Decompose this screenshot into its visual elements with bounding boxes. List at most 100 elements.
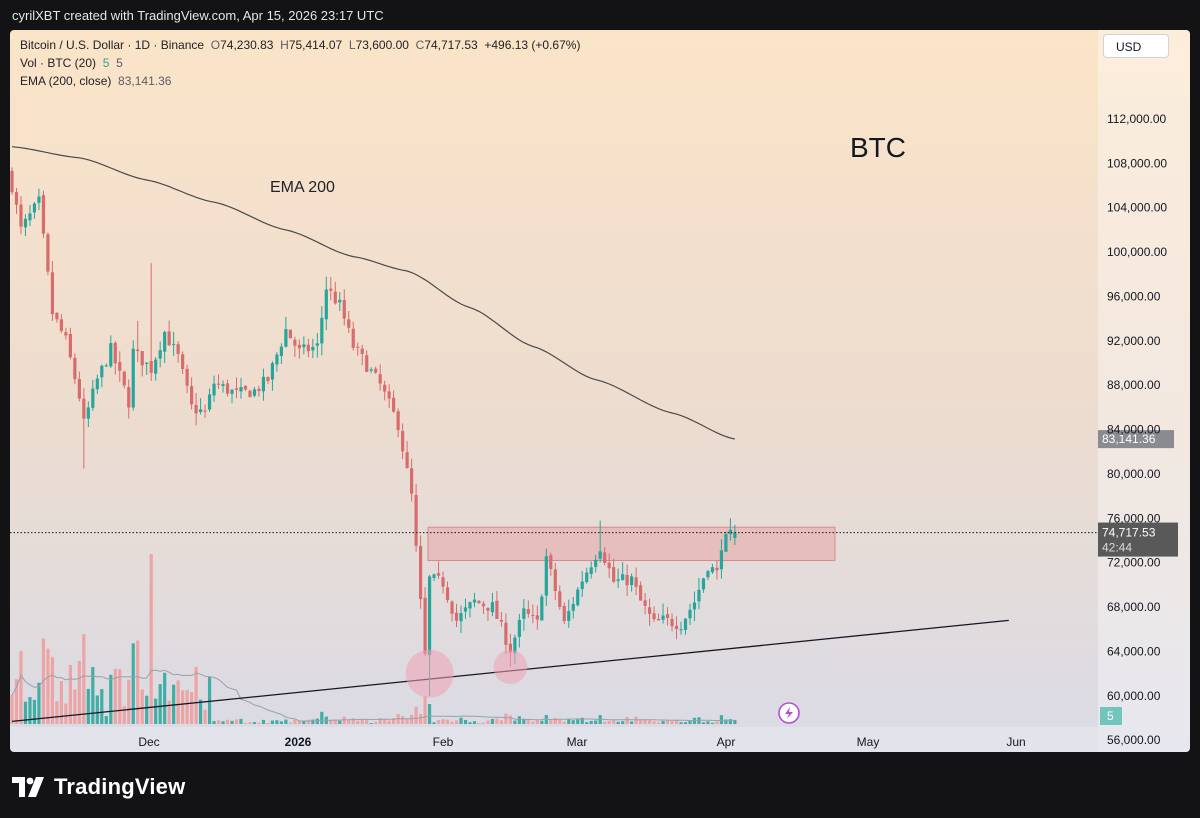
candle[interactable] [230, 388, 234, 404]
candle[interactable] [553, 562, 557, 601]
candle[interactable] [567, 599, 571, 628]
candle[interactable] [55, 312, 59, 323]
candle[interactable] [37, 188, 41, 210]
candle[interactable] [266, 376, 270, 384]
candle[interactable] [625, 564, 629, 597]
candle[interactable] [194, 392, 198, 426]
candle[interactable] [603, 547, 607, 566]
candle[interactable] [621, 562, 625, 581]
candle[interactable] [463, 598, 468, 619]
candle[interactable] [639, 581, 643, 601]
candle[interactable] [652, 606, 656, 622]
candle[interactable] [216, 374, 221, 389]
candle[interactable] [418, 535, 423, 609]
candle[interactable] [270, 361, 275, 391]
candle[interactable] [674, 616, 679, 640]
candle[interactable] [338, 292, 342, 312]
candle[interactable] [41, 190, 46, 238]
candle[interactable] [239, 377, 243, 399]
candle[interactable] [95, 374, 99, 394]
candle[interactable] [630, 573, 634, 592]
currency-button[interactable]: USD [1103, 34, 1169, 58]
candle[interactable] [486, 607, 490, 621]
candle[interactable] [490, 592, 495, 617]
candle[interactable] [517, 613, 521, 648]
candle[interactable] [383, 380, 387, 401]
candle[interactable] [697, 577, 701, 610]
candle[interactable] [369, 367, 373, 374]
candle[interactable] [23, 214, 28, 237]
candle[interactable] [100, 364, 104, 388]
candle[interactable] [495, 591, 499, 620]
candle[interactable] [665, 607, 670, 626]
candle[interactable] [333, 281, 337, 305]
candle[interactable] [118, 351, 122, 382]
candle[interactable] [302, 336, 306, 355]
candle[interactable] [221, 380, 225, 393]
candle[interactable] [692, 591, 697, 621]
candle[interactable] [82, 388, 86, 469]
candle[interactable] [131, 340, 135, 411]
candle[interactable] [293, 336, 297, 357]
candle[interactable] [450, 600, 454, 622]
candle[interactable] [122, 371, 126, 389]
candle[interactable] [73, 353, 77, 385]
candle[interactable] [526, 600, 530, 618]
candle[interactable] [423, 587, 427, 657]
candle[interactable] [634, 567, 638, 596]
ema-200-line[interactable] [11, 146, 736, 440]
candle[interactable] [176, 341, 180, 363]
candle[interactable] [356, 342, 360, 356]
candle[interactable] [477, 600, 481, 604]
candle[interactable] [656, 613, 661, 621]
candle[interactable] [679, 621, 683, 635]
candle[interactable] [284, 316, 288, 348]
candle[interactable] [234, 377, 239, 399]
candle[interactable] [167, 320, 171, 346]
candle[interactable] [378, 364, 382, 391]
candle[interactable] [154, 356, 158, 381]
candle[interactable] [414, 483, 418, 552]
candle[interactable] [315, 333, 319, 358]
candle[interactable] [710, 563, 715, 574]
candle[interactable] [432, 573, 436, 582]
candle[interactable] [172, 331, 176, 356]
candle[interactable] [28, 205, 32, 226]
candle[interactable] [522, 599, 526, 631]
candle[interactable] [136, 320, 140, 362]
candle[interactable] [401, 423, 405, 460]
candle[interactable] [113, 341, 117, 375]
candle[interactable] [701, 577, 706, 593]
candle[interactable] [324, 276, 328, 331]
candle[interactable] [472, 592, 477, 608]
candle[interactable] [50, 260, 55, 321]
candle[interactable] [190, 377, 194, 410]
candle[interactable] [647, 598, 652, 626]
candle[interactable] [32, 202, 37, 219]
candle[interactable] [459, 605, 463, 633]
candle[interactable] [288, 329, 292, 339]
candle[interactable] [405, 441, 409, 469]
candle[interactable] [140, 351, 144, 377]
candle[interactable] [549, 552, 553, 576]
candle[interactable] [279, 343, 283, 364]
candle[interactable] [612, 558, 616, 584]
candle[interactable] [535, 605, 539, 630]
candle[interactable] [104, 363, 108, 368]
candle[interactable] [203, 404, 207, 418]
candle[interactable] [86, 401, 90, 427]
candle[interactable] [351, 321, 355, 351]
candle[interactable] [158, 341, 162, 368]
candle[interactable] [127, 379, 131, 419]
candle[interactable] [275, 352, 279, 372]
candle[interactable] [580, 570, 584, 597]
candle[interactable] [392, 390, 396, 413]
candle[interactable] [257, 385, 261, 397]
candle[interactable] [248, 389, 252, 398]
candle[interactable] [198, 398, 203, 415]
candle[interactable] [733, 524, 737, 545]
candle[interactable] [706, 569, 710, 581]
candle[interactable] [441, 571, 445, 594]
candle[interactable] [445, 581, 450, 603]
